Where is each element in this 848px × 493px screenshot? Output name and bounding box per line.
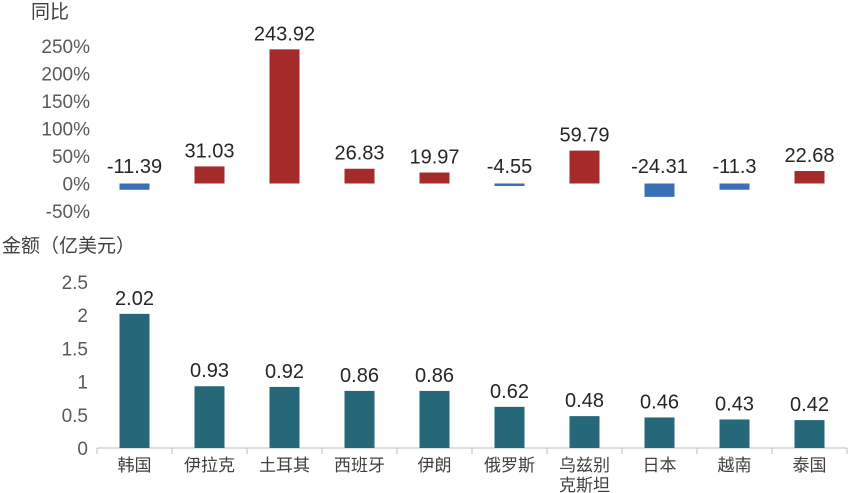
category-label: 韩国 [118,456,152,475]
yoy-y-tick-label: 50% [52,147,90,168]
amount-data-label: 0.93 [190,360,229,382]
amount-bar [569,416,600,448]
yoy-bar [269,49,300,184]
yoy-y-tick-label: 150% [41,92,90,113]
amount-y-tick-label: 2.5 [62,273,88,294]
amount-y-tick-label: 1 [77,373,88,394]
amount-bar [119,313,150,448]
amount-chart: 金额（亿美元） 2.5 2 1.5 1 0.5 0 2.02 0.93 0.92 0.86 0.8… [2,235,848,493]
amount-bar [719,419,750,448]
amount-y-ticks: 2.5 2 1.5 1 0.5 0 [62,273,88,460]
yoy-data-label: -24.31 [631,156,688,178]
amount-bar [419,390,450,448]
yoy-data-label: -11.3 [712,156,756,178]
amount-data-label: 0.86 [340,365,379,387]
yoy-bar [569,150,600,184]
amount-bar [194,386,225,448]
amount-data-label: 0.43 [715,393,754,415]
yoy-data-label: 31.03 [184,140,234,162]
amount-bar [494,406,525,448]
amount-y-tick-label: 0 [77,439,88,460]
amount-y-tick-label: 1.5 [62,339,88,360]
amount-data-label: 0.62 [490,381,529,403]
yoy-y-tick-label: -50% [46,202,90,223]
yoy-bars [119,49,825,197]
yoy-bar [644,183,675,197]
amount-y-tick-label: 0.5 [62,406,88,427]
amount-y-tick-label: 2 [77,306,88,327]
yoy-data-label: -4.55 [487,156,533,178]
yoy-bar [794,171,825,184]
amount-data-labels: 2.02 0.93 0.92 0.86 0.86 0.62 0.48 0.46 0.43 0.42 [115,288,829,416]
category-label: 俄罗斯 [484,456,535,475]
amount-bar [344,390,375,448]
amount-data-label: 0.92 [265,361,304,383]
amount-bar [269,386,300,448]
yoy-y-ticks: 250% 200% 150% 100% 50% 0% -50% [41,37,90,223]
yoy-axis-title: 同比 [31,1,69,23]
yoy-data-label: 26.83 [334,143,384,165]
yoy-growth-chart: 同比 250% 200% 150% 100% 50% 0% -50% -11.39 31.03… [31,1,835,223]
yoy-data-label: -11.39 [107,156,162,178]
amount-data-label: 0.86 [415,365,454,387]
yoy-bar [344,168,375,184]
yoy-data-label: 22.68 [784,145,834,167]
category-label: 越南 [718,456,752,475]
category-label: 乌兹别 [559,456,610,475]
category-label: 伊朗 [418,456,452,475]
yoy-data-label: 59.79 [559,125,609,147]
yoy-bar [119,183,150,190]
yoy-bar [719,183,750,190]
yoy-data-labels: -11.39 31.03 243.92 26.83 19.97 -4.55 59.79 -24… [107,23,835,178]
amount-bar [794,420,825,448]
category-label: 土耳其 [259,456,310,475]
category-label: 伊拉克 [184,456,235,475]
yoy-bar [419,172,450,184]
category-label: 西班牙 [334,456,385,475]
amount-x-tick-marks [96,448,848,454]
amount-axis-title: 金额（亿美元） [2,235,135,257]
category-label: 泰国 [793,456,827,475]
amount-data-label: 2.02 [115,288,154,310]
amount-bars [119,313,825,448]
yoy-data-label: 19.97 [409,147,459,169]
yoy-bar [494,183,525,187]
amount-data-label: 0.46 [640,391,679,413]
category-label: 克斯坦 [559,476,610,493]
yoy-y-tick-label: 0% [63,175,91,196]
yoy-y-tick-label: 100% [41,120,90,141]
amount-bar [644,417,675,448]
yoy-bar [194,166,225,184]
amount-data-label: 0.48 [565,390,604,412]
amount-data-label: 0.42 [790,394,829,416]
yoy-y-tick-label: 200% [41,65,90,86]
category-label: 日本 [643,456,677,475]
yoy-data-label: 243.92 [254,23,315,45]
yoy-y-tick-label: 250% [41,37,90,58]
